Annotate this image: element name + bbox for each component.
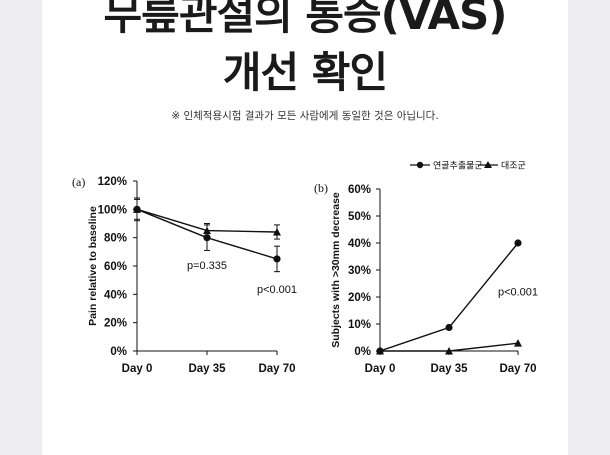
y-axis-label: Subjects with >30mm decrease — [330, 192, 342, 348]
y-tick-label: 50% — [348, 211, 371, 223]
page-title-line2: 개선 확인 — [222, 48, 388, 97]
y-tick-label: 60% — [348, 184, 371, 196]
p-value-annotation: p<0.001 — [257, 284, 297, 296]
point-triangle — [514, 339, 522, 347]
y-tick-label: 40% — [348, 238, 371, 250]
point-triangle — [203, 226, 211, 235]
disclaimer-note: ※ 인체적용시험 결과가 모든 사람에게 동일한 것은 아닙니다. — [171, 110, 439, 122]
point-circle — [445, 323, 453, 332]
point-triangle — [376, 347, 384, 355]
y-tick-label: 0% — [354, 346, 371, 358]
panel-label: (b) — [314, 181, 328, 195]
legend-marker-triangle — [484, 161, 492, 168]
y-tick-label: 80% — [104, 233, 127, 245]
legend-label: 대조군 — [501, 161, 526, 172]
x-tick-label: Day 70 — [499, 363, 536, 375]
y-tick-label: 0% — [110, 346, 127, 358]
y-tick-label: 10% — [348, 319, 371, 331]
x-tick-label: Day 35 — [188, 363, 226, 375]
x-tick-label: Day 70 — [258, 363, 295, 375]
y-tick-label: 20% — [348, 292, 371, 304]
x-tick-label: Day 35 — [430, 363, 468, 375]
point-circle — [514, 239, 522, 247]
p-value-annotation: p=0.335 — [187, 260, 227, 272]
legend-marker-circle — [416, 161, 424, 169]
y-tick-label: 40% — [104, 289, 127, 301]
point-triangle — [273, 228, 281, 236]
page-title-line1: 무릎관절의 통증(VAS) — [103, 0, 508, 39]
x-tick-label: Day 0 — [122, 363, 153, 375]
content-card: 무릎관절의 통증(VAS) 개선 확인 ※ 인체적용시험 결과가 모든 사람에게… — [42, 0, 568, 455]
p-value-annotation: p<0.001 — [498, 287, 538, 299]
panel-label: (a) — [72, 175, 85, 189]
y-tick-label: 60% — [104, 261, 127, 273]
point-circle — [273, 255, 281, 263]
y-axis-label: Pain relative to baseline — [87, 206, 99, 326]
legend-label: 연골추출물군 — [433, 161, 483, 172]
point-triangle — [445, 347, 453, 355]
y-tick-label: 120% — [98, 176, 127, 188]
y-tick-label: 100% — [98, 204, 127, 216]
x-tick-label: Day 0 — [365, 363, 396, 375]
y-tick-label: 20% — [104, 318, 127, 330]
point-triangle — [133, 205, 141, 213]
y-tick-label: 30% — [348, 265, 371, 277]
